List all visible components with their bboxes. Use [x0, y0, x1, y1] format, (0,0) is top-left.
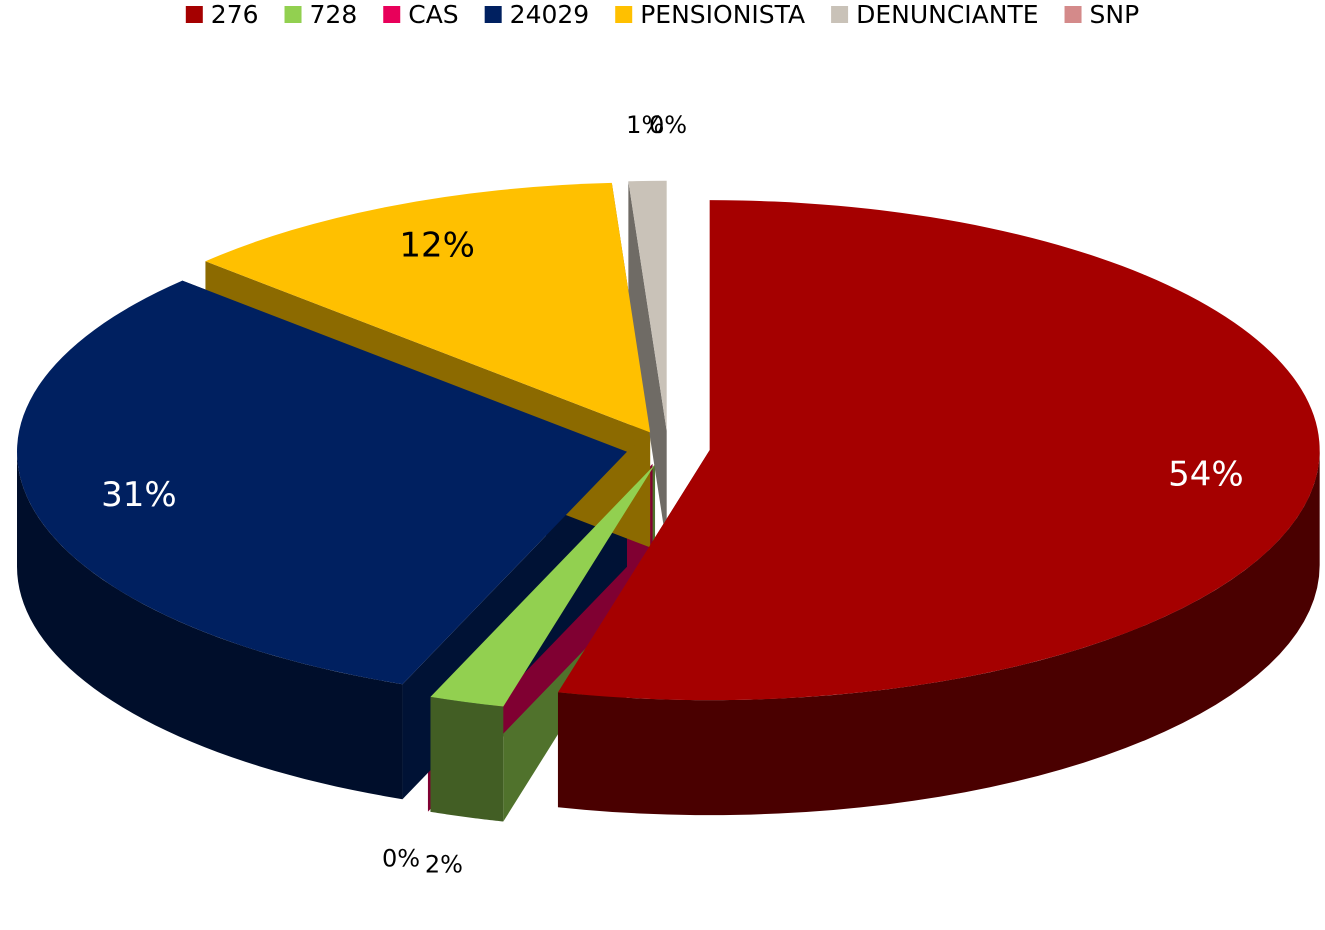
legend-label: 728	[310, 0, 358, 29]
legend-label: SNP	[1090, 0, 1140, 29]
slice-tops	[17, 180, 1320, 707]
legend-label: 276	[211, 0, 259, 29]
legend-swatch	[831, 6, 849, 23]
legend-swatch	[185, 6, 203, 23]
data-label: 1%	[626, 111, 664, 139]
data-label: 54%	[1168, 454, 1244, 494]
legend-swatch	[484, 6, 502, 23]
data-label: 31%	[101, 475, 177, 515]
slice-wall	[557, 450, 1320, 816]
slice-side	[628, 181, 667, 546]
legend: 276 728 CAS 24029 PENSIONISTA DENUNCIANTE SNP	[185, 0, 1140, 29]
slice	[430, 464, 656, 707]
slice	[557, 200, 1320, 701]
legend-label: DENUNCIANTE	[856, 0, 1038, 29]
legend-swatch	[383, 6, 401, 23]
slice-wall	[17, 451, 403, 800]
legend-label: CAS	[408, 0, 458, 29]
legend-swatch	[1064, 6, 1082, 23]
data-label: 2%	[425, 851, 463, 879]
slice-fronts	[17, 450, 1320, 822]
legend-swatch	[284, 6, 302, 23]
slice	[427, 464, 653, 697]
data-label: 12%	[399, 225, 475, 265]
labels: 54%2%0%31%12%1%0%	[101, 111, 1244, 879]
legend-label: PENSIONISTA	[640, 0, 805, 29]
data-label: 0%	[382, 844, 420, 872]
data-label: 0%	[649, 111, 687, 139]
slice	[205, 182, 651, 433]
slice-wall	[430, 696, 504, 822]
legend-swatch	[615, 6, 633, 23]
slice	[628, 180, 667, 431]
slice	[17, 280, 628, 685]
legend-label: 24029	[510, 0, 590, 29]
